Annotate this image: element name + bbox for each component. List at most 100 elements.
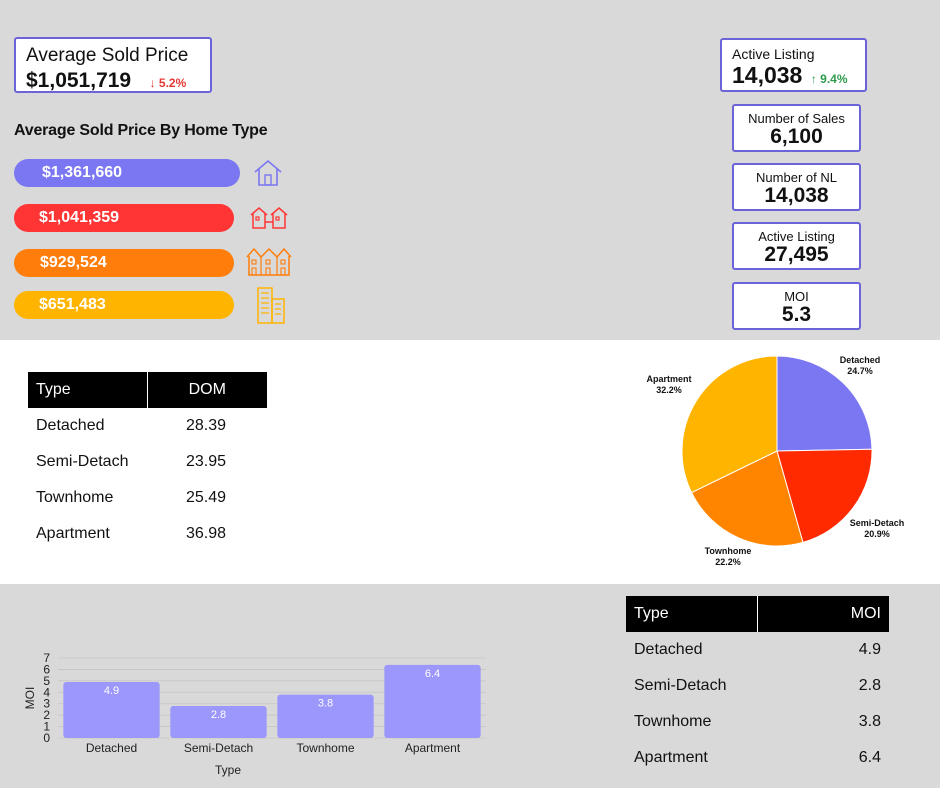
- dom-value-cell: 36.98: [186, 525, 227, 542]
- table-row: Semi-Detach 2.8: [626, 668, 889, 704]
- price-pill-value: $929,524: [40, 254, 107, 271]
- moi-label: MOI: [784, 289, 809, 304]
- table-row: Detached 4.9: [626, 632, 889, 668]
- avg-sold-price-label: Average Sold Price: [26, 45, 189, 66]
- price-pill-townhome: $929,524: [14, 249, 234, 277]
- moi-type-cell: Apartment: [634, 749, 708, 766]
- price-pill-apartment: $651,483: [14, 291, 234, 319]
- x-tick-label: Detached: [86, 741, 137, 755]
- bar-data-label: 2.8: [211, 709, 226, 721]
- y-tick-label: 6: [43, 662, 50, 676]
- dom-table: Type DOM Detached 28.39 Semi-Detach 23.9…: [28, 372, 267, 552]
- x-tick-label: Townhome: [296, 741, 354, 755]
- house-icon: [254, 159, 282, 186]
- table-row: Detached 28.39: [28, 408, 267, 444]
- number-of-nl-card: Number of NL 14,038: [732, 163, 861, 211]
- avg-sold-price-change: ↓ 5.2%: [149, 76, 187, 90]
- avg-sold-price-card: Average Sold Price $1,051,719 ↓ 5.2%: [14, 37, 212, 93]
- dom-value-cell: 23.95: [186, 453, 227, 470]
- moi-value: 5.3: [781, 303, 812, 326]
- dom-table-header: Type DOM: [28, 372, 267, 408]
- y-tick-label: 0: [43, 731, 50, 745]
- active-listing-card: Active Listing 27,495: [732, 222, 861, 270]
- pie-slice-detached: [776, 355, 873, 452]
- active-listing-label: Active Listing: [758, 229, 835, 244]
- active-listing-top-change: ↑ 9.4%: [810, 72, 848, 86]
- y-tick-label: 2: [43, 708, 50, 722]
- moi-value-cell: 6.4: [858, 749, 881, 766]
- bar-data-label: 3.8: [318, 698, 333, 710]
- moi-type-cell: Semi-Detach: [634, 677, 727, 694]
- y-axis-label: MOI: [23, 687, 37, 710]
- moi-header-moi: MOI: [757, 596, 889, 632]
- pie-slice-label: Semi-Detach: [850, 518, 905, 528]
- bar-detached: [63, 682, 160, 738]
- y-tick-label: 5: [43, 674, 50, 688]
- dom-type-cell: Townhome: [36, 489, 114, 506]
- townhouse-icon: [246, 247, 292, 276]
- moi-value-cell: 2.8: [858, 677, 881, 694]
- pie-slice-value-label: 32.2%: [656, 385, 682, 395]
- active-listing-top-card: Active Listing 14,038 ↑ 9.4%: [720, 38, 867, 92]
- pie-slice-semi-detach: [776, 448, 873, 544]
- moi-table-header: Type MOI: [626, 596, 889, 632]
- moi-card: MOI 5.3: [732, 282, 861, 330]
- moi-type-cell: Townhome: [634, 713, 712, 730]
- moi-header-type: Type: [626, 596, 758, 632]
- number-of-sales-label: Number of Sales: [748, 111, 845, 126]
- moi-value-cell: 4.9: [858, 641, 881, 658]
- pie-slice-label: Townhome: [705, 546, 752, 556]
- price-pill-value: $651,483: [39, 296, 106, 313]
- active-listing-top-label: Active Listing: [732, 46, 815, 62]
- active-listing-top-value: 14,038: [732, 62, 803, 88]
- y-tick-label: 1: [43, 720, 50, 734]
- bar-townhome: [277, 694, 374, 738]
- price-pill-semi-detached: $1,041,359: [14, 204, 234, 232]
- active-listing-value: 27,495: [764, 243, 829, 266]
- dom-type-cell: Apartment: [36, 525, 110, 542]
- pie-slice-apartment: [681, 355, 778, 494]
- bar-data-label: 6.4: [425, 668, 440, 680]
- avg-sold-price-value: $1,051,719: [26, 69, 132, 92]
- y-tick-label: 3: [43, 697, 50, 711]
- apartment-building-icon: [257, 287, 285, 324]
- price-pill-value: $1,361,660: [42, 164, 123, 181]
- y-tick-label: 4: [43, 685, 50, 699]
- moi-table: Type MOI Detached 4.9 Semi-Detach 2.8 To…: [626, 596, 889, 776]
- table-row: Apartment 6.4: [626, 740, 889, 776]
- semi-detached-icon: [250, 207, 288, 229]
- table-row: Apartment 36.98: [28, 516, 267, 552]
- pie-slice-label: Apartment: [646, 374, 691, 384]
- dom-value-cell: 25.49: [186, 489, 227, 506]
- pie-slice-value-label: 20.9%: [864, 529, 890, 539]
- pie-slice-value-label: 22.2%: [715, 557, 741, 567]
- y-tick-label: 7: [43, 651, 50, 665]
- dom-type-cell: Semi-Detach: [36, 453, 129, 470]
- table-row: Townhome 3.8: [626, 704, 889, 740]
- number-of-sales-card: Number of Sales 6,100: [732, 104, 861, 152]
- price-pill-value: $1,041,359: [39, 209, 120, 226]
- x-tick-label: Apartment: [405, 741, 461, 755]
- dom-header-type: Type: [28, 372, 148, 408]
- x-tick-label: Semi-Detach: [184, 741, 253, 755]
- pie-slice-label: Detached: [840, 355, 881, 365]
- pie-slice-value-label: 24.7%: [847, 366, 873, 376]
- price-by-type-title: Average Sold Price By Home Type: [14, 122, 268, 139]
- number-of-nl-value: 14,038: [764, 184, 829, 207]
- dom-value-cell: 28.39: [186, 417, 227, 434]
- price-pill-detached: $1,361,660: [14, 159, 240, 187]
- number-of-sales-value: 6,100: [770, 125, 823, 148]
- x-axis-label: Type: [215, 763, 241, 777]
- table-row: Semi-Detach 23.95: [28, 444, 267, 480]
- bar-apartment: [384, 664, 481, 738]
- number-of-nl-label: Number of NL: [756, 170, 837, 185]
- bar-semi-detach: [170, 706, 267, 738]
- pie-slice-townhome: [690, 450, 804, 547]
- moi-type-cell: Detached: [634, 641, 703, 658]
- table-row: Townhome 25.49: [28, 480, 267, 516]
- dom-header-dom: DOM: [147, 372, 267, 408]
- bar-data-label: 4.9: [104, 685, 119, 697]
- moi-value-cell: 3.8: [858, 713, 881, 730]
